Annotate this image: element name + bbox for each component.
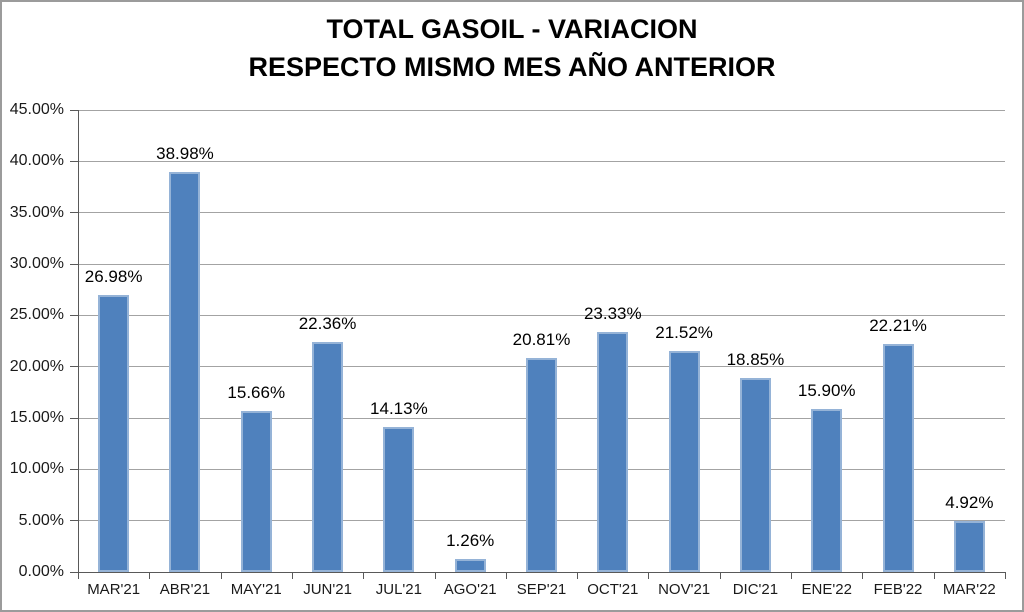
y-axis-tick bbox=[70, 366, 78, 368]
bar-abr-21 bbox=[169, 171, 201, 572]
x-axis-label: OCT'21 bbox=[587, 581, 639, 598]
x-axis-label: MAR'22 bbox=[942, 581, 996, 598]
bar-mar-22 bbox=[953, 521, 985, 572]
bar-value-label: 18.85% bbox=[726, 350, 785, 370]
x-axis-label: JUN'21 bbox=[303, 581, 352, 598]
x-axis-label: DIC'21 bbox=[732, 581, 779, 598]
y-axis-tick bbox=[70, 263, 78, 265]
y-axis-tick bbox=[70, 417, 78, 419]
chart-title: TOTAL GASOIL - VARIACION RESPECTO MISMO … bbox=[0, 10, 1024, 86]
x-axis-label: MAY'21 bbox=[230, 581, 282, 598]
x-axis-tick bbox=[1005, 572, 1006, 579]
x-axis-tick bbox=[220, 572, 222, 579]
bar-may-21 bbox=[240, 411, 272, 572]
x-axis-tick bbox=[291, 572, 293, 579]
y-axis-tick bbox=[70, 160, 78, 162]
x-axis-line bbox=[70, 572, 1005, 573]
x-axis-tick bbox=[719, 572, 721, 579]
x-axis-label: NOV'21 bbox=[658, 581, 711, 598]
gridline bbox=[78, 109, 1005, 111]
x-axis-label: ABR'21 bbox=[159, 581, 211, 598]
gridline bbox=[78, 314, 1005, 316]
y-axis-tick bbox=[70, 520, 78, 522]
y-axis-line bbox=[78, 110, 79, 572]
bar-jun-21 bbox=[312, 342, 344, 572]
bar-value-label: 20.81% bbox=[512, 330, 571, 350]
bar-value-label: 15.66% bbox=[227, 383, 286, 403]
bar-value-label: 38.98% bbox=[156, 143, 214, 163]
bar-value-label: 15.90% bbox=[797, 380, 856, 400]
x-axis-label: JUL'21 bbox=[375, 581, 422, 598]
bar-nov-21 bbox=[668, 351, 700, 572]
bar-feb-22 bbox=[882, 343, 914, 572]
gridline bbox=[78, 263, 1005, 265]
bar-dic-21 bbox=[739, 378, 771, 572]
bar-value-label: 4.92% bbox=[945, 493, 994, 513]
x-axis-tick bbox=[505, 572, 507, 579]
bar-sep-21 bbox=[526, 358, 557, 572]
y-axis-label: 15.00% bbox=[9, 409, 64, 426]
bar-mar-21 bbox=[98, 295, 130, 572]
x-axis-tick bbox=[577, 572, 579, 579]
bar-value-label: 22.21% bbox=[869, 315, 927, 335]
x-axis-label: FEB'22 bbox=[873, 581, 923, 598]
y-axis-label: 5.00% bbox=[18, 511, 64, 529]
x-axis-tick bbox=[648, 572, 650, 579]
y-axis-label: 20.00% bbox=[9, 357, 64, 375]
y-axis-label: 0.00% bbox=[18, 563, 64, 580]
y-axis-label: 35.00% bbox=[9, 203, 64, 221]
bar-jul-21 bbox=[383, 426, 415, 572]
x-axis-tick bbox=[363, 572, 365, 579]
y-axis-label: 30.00% bbox=[9, 255, 64, 272]
chart-title-line-2: RESPECTO MISMO MES AÑO ANTERIOR bbox=[248, 52, 776, 82]
bar-value-label: 26.98% bbox=[84, 267, 143, 286]
x-axis-label: AGO'21 bbox=[443, 581, 497, 598]
x-axis-tick bbox=[78, 572, 79, 579]
x-axis-tick bbox=[933, 572, 935, 579]
x-axis-tick bbox=[434, 572, 436, 579]
bar-value-label: 14.13% bbox=[370, 398, 428, 418]
y-axis-label: 10.00% bbox=[9, 460, 64, 478]
y-axis-label: 40.00% bbox=[9, 152, 64, 170]
bar-value-label: 1.26% bbox=[446, 531, 495, 551]
y-axis-label: 45.00% bbox=[9, 101, 64, 118]
gridline bbox=[78, 212, 1005, 214]
y-axis-tick bbox=[70, 314, 78, 316]
bar-value-label: 22.36% bbox=[298, 314, 357, 334]
y-axis-tick bbox=[70, 468, 78, 470]
y-axis-tick bbox=[70, 212, 78, 214]
x-axis-tick bbox=[149, 572, 151, 579]
x-axis-tick bbox=[791, 572, 793, 579]
bar-ago-21 bbox=[454, 559, 486, 572]
bar-ene-22 bbox=[811, 408, 843, 572]
chart-title-line-1: TOTAL GASOIL - VARIACION bbox=[326, 14, 698, 44]
x-axis-tick bbox=[862, 572, 864, 579]
y-axis-label: 25.00% bbox=[9, 306, 64, 324]
bar-oct-21 bbox=[597, 332, 629, 572]
bar-value-label: 23.33% bbox=[583, 304, 642, 324]
bar-value-label: 21.52% bbox=[655, 323, 713, 343]
y-axis-tick bbox=[70, 109, 78, 111]
x-axis-label: ENE'22 bbox=[801, 581, 852, 598]
x-axis-label: MAR'21 bbox=[87, 581, 141, 598]
x-axis-label: SEP'21 bbox=[516, 581, 567, 598]
gridline bbox=[78, 160, 1005, 162]
